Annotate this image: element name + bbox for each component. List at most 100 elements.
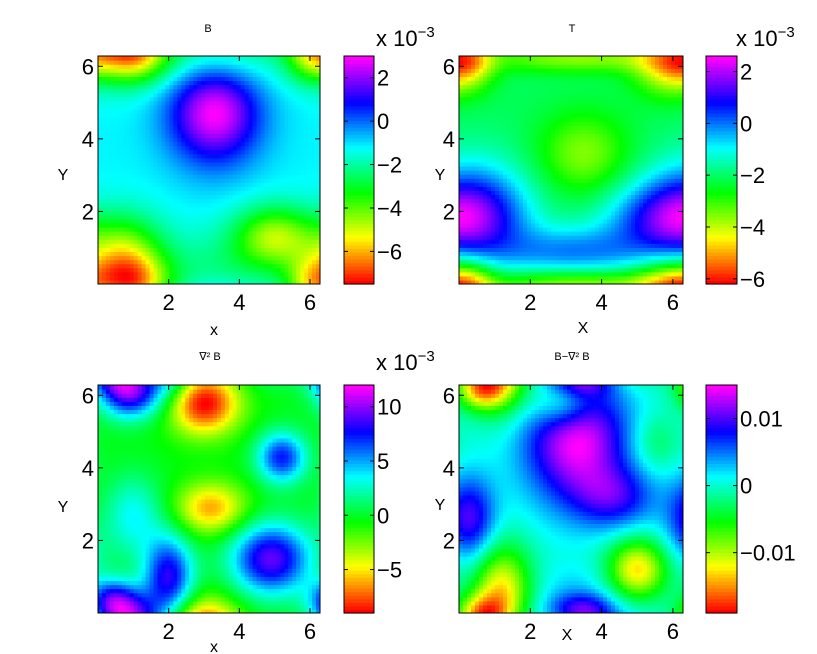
heatmap-cell — [268, 210, 274, 216]
heatmap-cell — [296, 133, 301, 139]
heatmap-cell — [639, 251, 644, 257]
heatmap-cell — [117, 255, 123, 261]
heatmap-cell — [615, 178, 620, 183]
heatmap-cell — [260, 222, 266, 228]
heatmap-cell — [181, 60, 186, 65]
heatmap-cell — [197, 190, 202, 196]
heatmap-cell — [177, 190, 182, 196]
heatmap-cell — [117, 279, 123, 284]
heatmap-cell — [153, 178, 159, 183]
heatmap-cell — [519, 174, 524, 179]
heatmap-cell — [308, 157, 313, 163]
heatmap-cell — [627, 198, 632, 204]
heatmap-cell — [535, 174, 540, 179]
heatmap-cell — [563, 251, 568, 257]
heatmap-cell — [543, 165, 548, 171]
heatmap-cell — [679, 157, 683, 163]
heatmap-cell — [109, 88, 115, 94]
heatmap-cell — [101, 104, 107, 110]
heatmap-cell — [260, 125, 266, 130]
heatmap-cell — [232, 92, 238, 98]
heatmap-cell — [615, 170, 620, 175]
heatmap-cell — [161, 259, 166, 265]
heatmap-cell — [189, 68, 194, 73]
heatmap-cell — [296, 182, 301, 187]
heatmap-cell — [571, 170, 576, 175]
heatmap-cell — [141, 80, 147, 86]
heatmap-cell — [113, 255, 119, 261]
heatmap-cell — [252, 145, 258, 151]
heatmap-cell — [459, 153, 464, 159]
heatmap-cell — [651, 279, 656, 284]
heatmap-cell — [479, 165, 484, 171]
heatmap-cell — [173, 88, 178, 94]
heatmap-cell — [105, 129, 111, 134]
heatmap-cell — [260, 218, 266, 224]
heatmap-cell — [157, 190, 163, 196]
heatmap-cell — [583, 255, 588, 261]
heatmap-cell — [300, 214, 305, 220]
heatmap-cell — [627, 275, 632, 281]
heatmap-cell — [145, 108, 151, 114]
heatmap-cell — [567, 271, 572, 277]
heatmap-cell — [575, 178, 580, 183]
heatmap-cell — [157, 214, 163, 220]
heatmap-cell — [133, 275, 139, 281]
heatmap-cell — [268, 121, 274, 126]
heatmap-cell — [587, 267, 592, 273]
heatmap-cell — [623, 227, 628, 232]
heatmap-cell — [579, 174, 584, 179]
heatmap-cell — [583, 157, 588, 163]
heatmap-cell — [236, 202, 242, 208]
heatmap-cell — [272, 182, 277, 187]
heatmap-cell — [173, 153, 178, 159]
heatmap-cell — [145, 198, 151, 204]
heatmap-cell — [244, 206, 250, 212]
heatmap-cell — [583, 218, 588, 224]
heatmap-cell — [591, 231, 596, 236]
heatmap-cell — [631, 251, 636, 257]
heatmap-cell — [312, 275, 317, 281]
heatmap-cell — [316, 157, 320, 163]
heatmap-cell — [551, 165, 556, 171]
heatmap-cell — [607, 247, 612, 253]
heatmap-cell — [276, 100, 281, 106]
heatmap-cell — [519, 247, 524, 253]
heatmap-cell — [205, 145, 210, 151]
heatmap-cell — [177, 145, 182, 151]
heatmap-cell — [157, 231, 163, 236]
heatmap-cell — [675, 231, 680, 236]
heatmap-cell — [236, 141, 242, 147]
heatmap-cell — [197, 194, 202, 200]
heatmap-cell — [165, 239, 170, 244]
heatmap-cell — [113, 222, 119, 228]
heatmap-cell — [193, 125, 198, 130]
heatmap-cell — [185, 231, 190, 236]
heatmap-cell — [268, 275, 274, 281]
heatmap-cell — [579, 161, 584, 167]
heatmap-cell — [655, 190, 660, 196]
heatmap-cell — [189, 198, 194, 204]
heatmap-cell — [169, 76, 174, 82]
heatmap-cell — [268, 100, 274, 106]
heatmap-cell — [268, 182, 274, 187]
heatmap-cell — [220, 174, 226, 179]
heatmap-cell — [98, 68, 103, 73]
heatmap-cell — [197, 76, 202, 82]
heatmap-cell — [615, 235, 620, 240]
heatmap-cell — [224, 104, 230, 110]
heatmap-cell — [169, 84, 174, 90]
heatmap-cell — [209, 247, 214, 253]
heatmap-cell — [133, 279, 139, 284]
heatmap-cell — [467, 263, 472, 269]
heatmap-cell — [563, 255, 568, 261]
heatmap-cell — [177, 239, 182, 244]
heatmap-cell — [308, 259, 313, 265]
heatmap-cell — [483, 227, 488, 232]
heatmap-cell — [117, 149, 123, 155]
colorbar-frame — [343, 55, 375, 285]
heatmap-cell — [224, 108, 230, 114]
heatmap-cell — [292, 137, 297, 143]
heatmap-cell — [228, 149, 234, 155]
